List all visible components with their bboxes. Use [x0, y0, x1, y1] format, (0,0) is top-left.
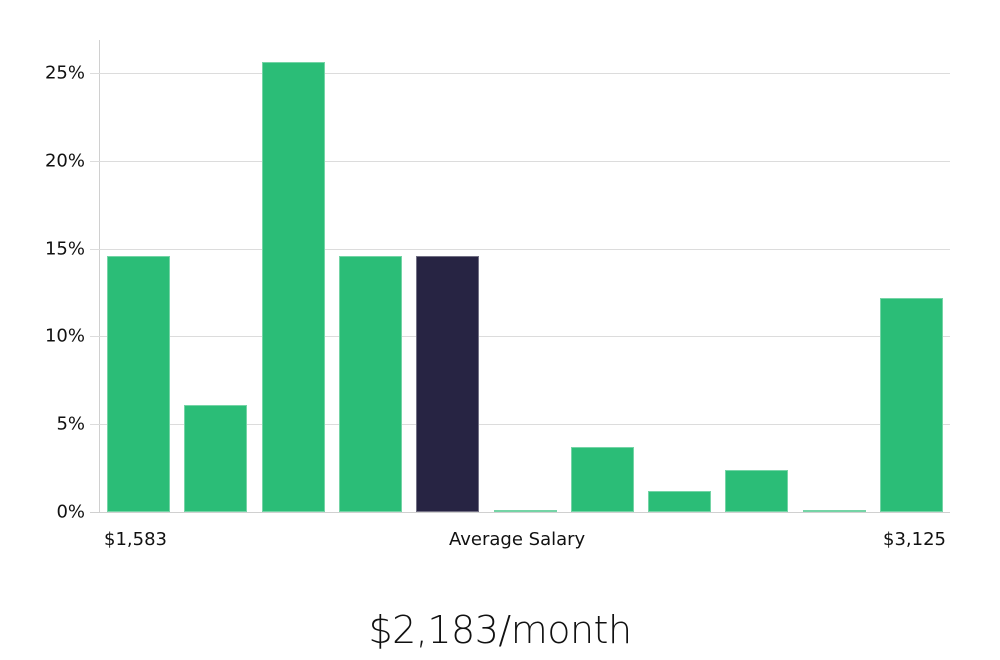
histogram-bar: [261, 62, 325, 512]
histogram-bar: [338, 255, 402, 512]
gridline: [90, 336, 950, 338]
histogram-bar: [880, 297, 943, 512]
y-tick-label: 15%: [44, 238, 85, 260]
gridline: [90, 73, 950, 74]
x-min-label: $1,583: [104, 529, 167, 550]
histogram-bar-highlighted: [416, 255, 480, 512]
x-axis-title: Average Salary: [449, 529, 586, 550]
gridline: [90, 248, 950, 250]
histogram-bar: [493, 510, 557, 513]
y-tick-label: 5%: [56, 413, 85, 435]
x-max-label: $3,125: [883, 529, 946, 550]
histogram-bar: [107, 255, 170, 512]
histogram-bar: [802, 510, 866, 513]
gridline: [90, 160, 950, 162]
y-tick-label: 10%: [44, 325, 85, 347]
y-tick-label: 25%: [44, 62, 85, 84]
histogram-bar: [648, 490, 712, 512]
gridline: [90, 512, 950, 513]
gridline: [90, 424, 950, 426]
average-salary-value: $2,183/month: [368, 608, 632, 652]
y-axis-line: [99, 40, 100, 512]
y-tick-label: 20%: [44, 150, 85, 172]
histogram-bar: [570, 447, 634, 512]
histogram-bar: [184, 404, 248, 512]
y-tick-label: 0%: [56, 501, 85, 523]
salary-histogram: 0% 5% 10% 15% 20% 25% $1,583 Average Salary $…: [44, 40, 950, 550]
histogram-bar: [725, 469, 789, 512]
